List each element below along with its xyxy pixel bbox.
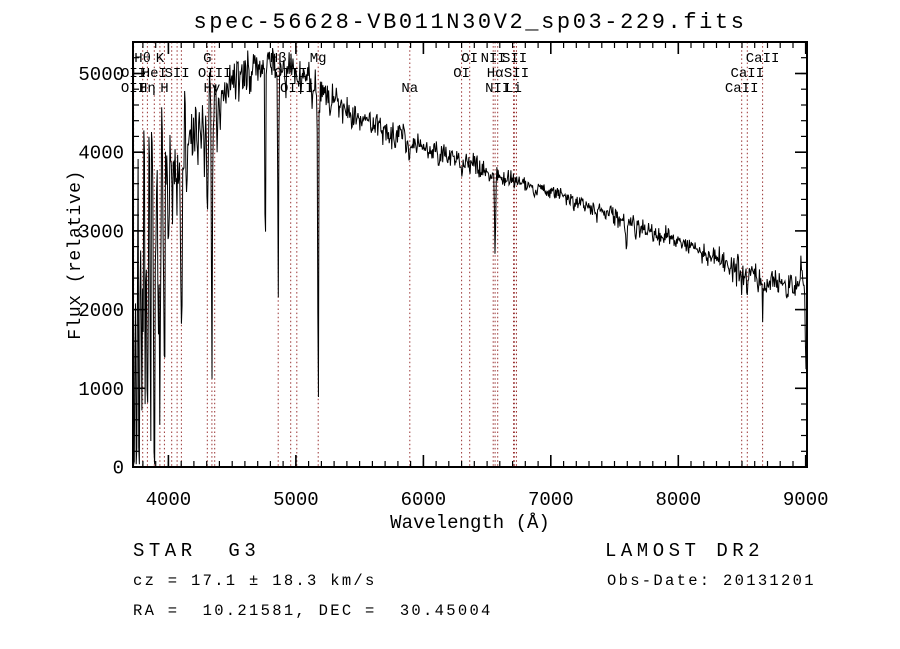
y-tick-label: 2000 bbox=[78, 300, 124, 322]
y-tick-label: 1000 bbox=[78, 379, 124, 401]
line-label-hei: HeI bbox=[142, 66, 167, 82]
x-tick-label: 8000 bbox=[655, 489, 701, 511]
line-label-oiii: OIII bbox=[198, 66, 232, 82]
line-label-oiii: OIII bbox=[274, 66, 308, 82]
y-tick-label: 4000 bbox=[78, 143, 124, 165]
line-label-sii: SII bbox=[164, 66, 189, 82]
y-tick-label: 0 bbox=[113, 458, 124, 480]
x-tick-label: 9000 bbox=[783, 489, 829, 511]
x-tick-label: 6000 bbox=[401, 489, 447, 511]
line-label-nii: NII bbox=[481, 51, 506, 67]
axis-tick-labels: 4000 5000 6000 7000 8000 9000 0 1000 2000 3000 400… bbox=[78, 64, 828, 511]
line-label-hθ: Hθ bbox=[134, 51, 151, 67]
line-label-caii: CaII bbox=[746, 51, 780, 67]
line-label-k: K bbox=[156, 51, 165, 67]
survey-release-label: LAMOST DR2 bbox=[605, 540, 765, 562]
line-label-sii: SII bbox=[502, 51, 527, 67]
x-tick-label: 7000 bbox=[528, 489, 574, 511]
line-label-li: Li bbox=[505, 81, 522, 97]
line-label-caii: CaII bbox=[725, 81, 759, 97]
x-tick-label: 4000 bbox=[146, 489, 192, 511]
y-tick-label: 5000 bbox=[78, 64, 124, 86]
x-tick-label: 5000 bbox=[273, 489, 319, 511]
line-label-oi: OI bbox=[453, 66, 470, 82]
line-label-oii: OII bbox=[121, 66, 146, 82]
spectral-line-markers bbox=[133, 42, 764, 467]
spectrum-line bbox=[133, 47, 808, 465]
line-label-g: G bbox=[203, 51, 211, 67]
line-label-oii: OII bbox=[121, 81, 146, 97]
coordinates-label: RA = 10.21581, DEC = 30.45004 bbox=[133, 602, 493, 620]
line-label-nii: NII bbox=[485, 81, 510, 97]
line-label-hη: Hη bbox=[139, 81, 156, 97]
line-label-sii: SII bbox=[504, 66, 529, 82]
plot-title: spec-56628-VB011N30V2_sp03-229.fits bbox=[193, 10, 747, 35]
obs-date-label: Obs-Date: 20131201 bbox=[607, 572, 816, 590]
y-tick-label: 3000 bbox=[78, 221, 124, 243]
plot-axes bbox=[132, 41, 808, 468]
line-label-hγ: Hγ bbox=[203, 81, 220, 97]
line-label-hα: Hα bbox=[487, 66, 504, 82]
line-label-h: H bbox=[160, 81, 168, 97]
radial-velocity-label: cz = 17.1 ± 18.3 km/s bbox=[133, 572, 377, 590]
line-label-mg: Mg bbox=[310, 51, 327, 67]
x-axis-label: Wavelength (Å) bbox=[390, 512, 550, 534]
line-label-oiii: OIII bbox=[280, 81, 314, 97]
line-label-hβ: Hβ bbox=[270, 51, 287, 67]
line-label-na: Na bbox=[401, 81, 418, 97]
star-class-label: STAR G3 bbox=[133, 540, 261, 562]
line-label-caii: CaII bbox=[730, 66, 764, 82]
line-label-oi: OI bbox=[461, 51, 478, 67]
spectrum-trace bbox=[133, 47, 808, 465]
